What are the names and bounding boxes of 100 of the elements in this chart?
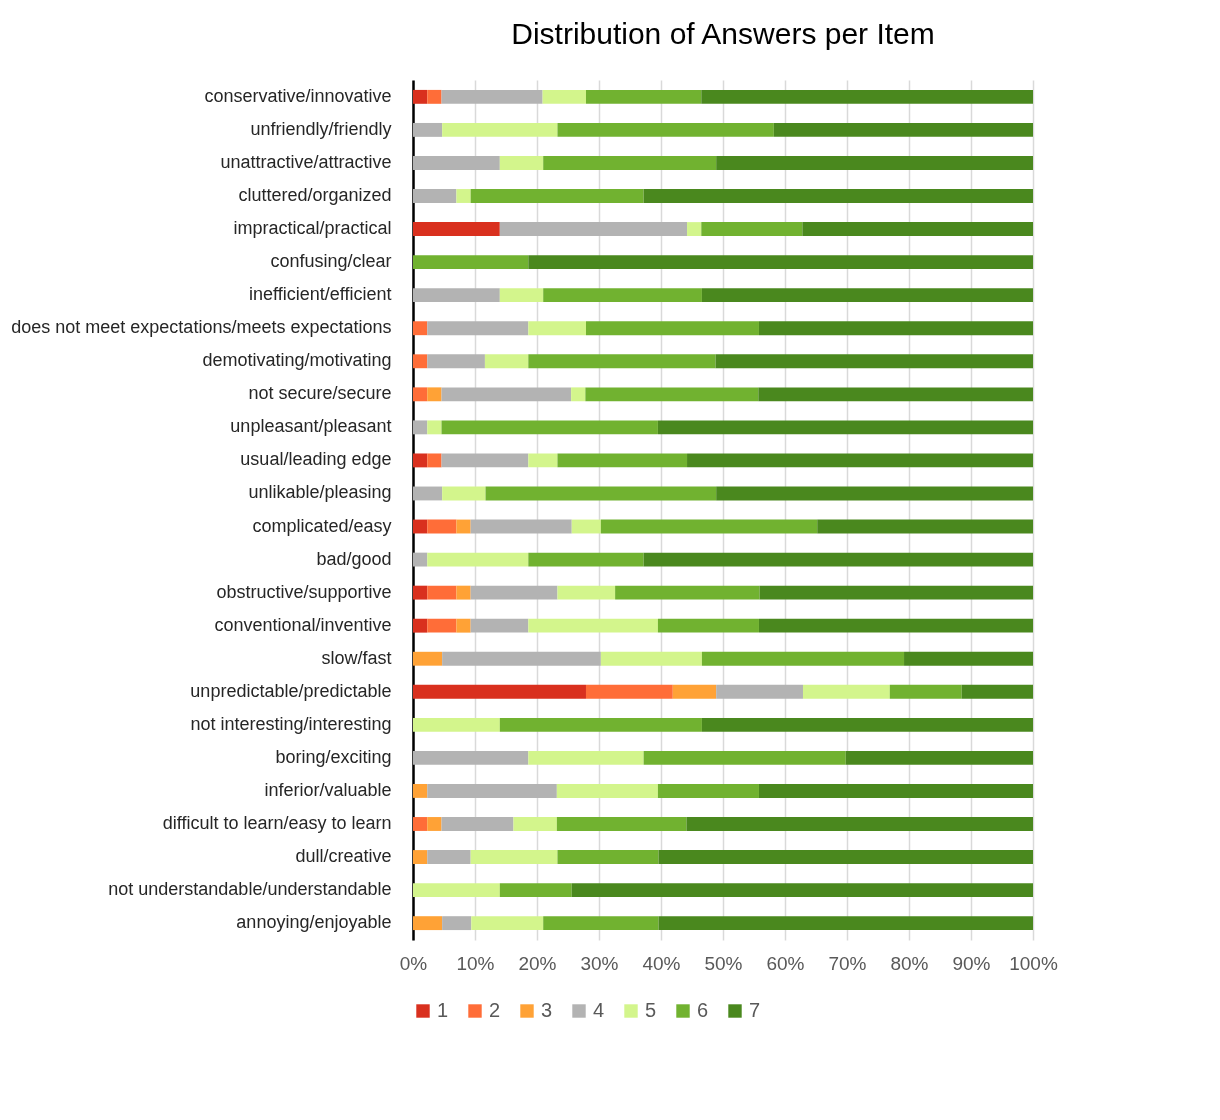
bar bbox=[701, 717, 1033, 732]
x-tick-label: 80% bbox=[890, 952, 929, 974]
bar bbox=[427, 420, 442, 435]
bar bbox=[758, 387, 1033, 402]
bar bbox=[413, 519, 428, 534]
bar bbox=[556, 817, 687, 831]
y-tick-label: slow/fast bbox=[321, 647, 392, 668]
bar bbox=[802, 684, 890, 699]
bar bbox=[643, 189, 1033, 203]
bar bbox=[470, 519, 572, 534]
bar bbox=[413, 651, 443, 666]
x-tick-label: 50% bbox=[704, 952, 743, 974]
bar bbox=[413, 717, 500, 732]
y-tick-label: inefficient/efficient bbox=[249, 284, 392, 305]
bar bbox=[585, 387, 759, 402]
bar bbox=[413, 784, 428, 798]
bar bbox=[528, 453, 558, 468]
bar bbox=[557, 585, 616, 600]
x-tick-label: 90% bbox=[952, 952, 991, 974]
bar bbox=[759, 585, 1033, 600]
bar bbox=[802, 222, 1033, 236]
bar bbox=[427, 817, 442, 831]
bar bbox=[413, 750, 529, 765]
x-tick-label: 70% bbox=[828, 952, 867, 974]
bar bbox=[413, 156, 500, 170]
bar bbox=[427, 89, 442, 104]
bar bbox=[557, 122, 774, 137]
y-tick-label: bad/good bbox=[316, 548, 392, 569]
legend-label: 7 bbox=[749, 999, 761, 1021]
bar bbox=[687, 453, 1033, 468]
bar bbox=[904, 651, 1033, 666]
bar bbox=[701, 89, 1033, 104]
bar bbox=[889, 684, 962, 699]
bar bbox=[701, 222, 803, 236]
bar bbox=[413, 453, 428, 468]
bar bbox=[499, 222, 688, 236]
bar bbox=[413, 552, 428, 567]
legend-label: 2 bbox=[489, 999, 501, 1021]
bar bbox=[687, 222, 702, 236]
bar bbox=[701, 288, 1033, 303]
legend-label: 1 bbox=[437, 999, 449, 1021]
bar bbox=[470, 189, 644, 203]
bar bbox=[427, 784, 557, 798]
bar bbox=[600, 519, 818, 534]
bar bbox=[528, 552, 644, 567]
bar bbox=[413, 618, 428, 633]
bar bbox=[528, 750, 644, 765]
bar bbox=[441, 453, 529, 468]
bar bbox=[427, 519, 457, 534]
bar bbox=[499, 883, 572, 898]
bar bbox=[471, 916, 544, 931]
bar bbox=[413, 585, 428, 600]
bar bbox=[499, 156, 544, 170]
bar bbox=[484, 354, 529, 369]
bar bbox=[413, 189, 457, 203]
bar bbox=[441, 89, 543, 104]
bar bbox=[427, 552, 529, 567]
y-tick-label: not understandable/understandable bbox=[108, 879, 392, 900]
x-tick-label: 10% bbox=[456, 952, 495, 974]
bar bbox=[556, 784, 658, 798]
bar bbox=[427, 387, 442, 402]
bar bbox=[427, 850, 471, 864]
bar bbox=[413, 255, 529, 270]
bar bbox=[571, 519, 601, 534]
chart-title: Distribution of Answers per Item bbox=[511, 17, 935, 50]
y-tick-label: unfriendly/friendly bbox=[250, 118, 392, 139]
bar bbox=[442, 486, 486, 501]
bar bbox=[470, 585, 558, 600]
bar bbox=[571, 883, 1033, 898]
y-tick-label: not interesting/interesting bbox=[190, 713, 392, 734]
y-tick-label: demotivating/motivating bbox=[202, 350, 392, 371]
y-tick-label: unattractive/attractive bbox=[220, 151, 392, 172]
bar bbox=[413, 288, 500, 303]
y-tick-label: does not meet expectations/meets expectations bbox=[11, 317, 392, 338]
bar bbox=[413, 916, 443, 931]
bar bbox=[413, 486, 443, 501]
bar bbox=[499, 288, 544, 303]
bar bbox=[413, 420, 428, 435]
bar bbox=[715, 354, 1033, 369]
y-tick-label: cluttered/organized bbox=[238, 185, 392, 206]
x-tick-label: 30% bbox=[580, 952, 619, 974]
bar bbox=[441, 420, 658, 435]
bar bbox=[413, 89, 428, 104]
y-tick-label: obstructive/supportive bbox=[216, 581, 392, 602]
bar bbox=[557, 453, 688, 468]
bar bbox=[442, 651, 601, 666]
bar bbox=[441, 387, 572, 402]
bar bbox=[413, 321, 428, 336]
bar bbox=[716, 156, 1033, 170]
bar bbox=[716, 684, 803, 699]
legend-label: 4 bbox=[593, 999, 605, 1021]
x-tick-label: 100% bbox=[1009, 952, 1058, 974]
y-tick-label: complicated/easy bbox=[252, 515, 392, 536]
y-tick-label: conservative/innovative bbox=[204, 85, 392, 106]
bar bbox=[773, 122, 1033, 137]
bar bbox=[470, 850, 558, 864]
y-tick-label: difficult to learn/easy to learn bbox=[162, 812, 392, 833]
y-tick-label: conventional/inventive bbox=[214, 614, 392, 635]
bar bbox=[427, 585, 457, 600]
legend-label: 3 bbox=[541, 999, 553, 1021]
